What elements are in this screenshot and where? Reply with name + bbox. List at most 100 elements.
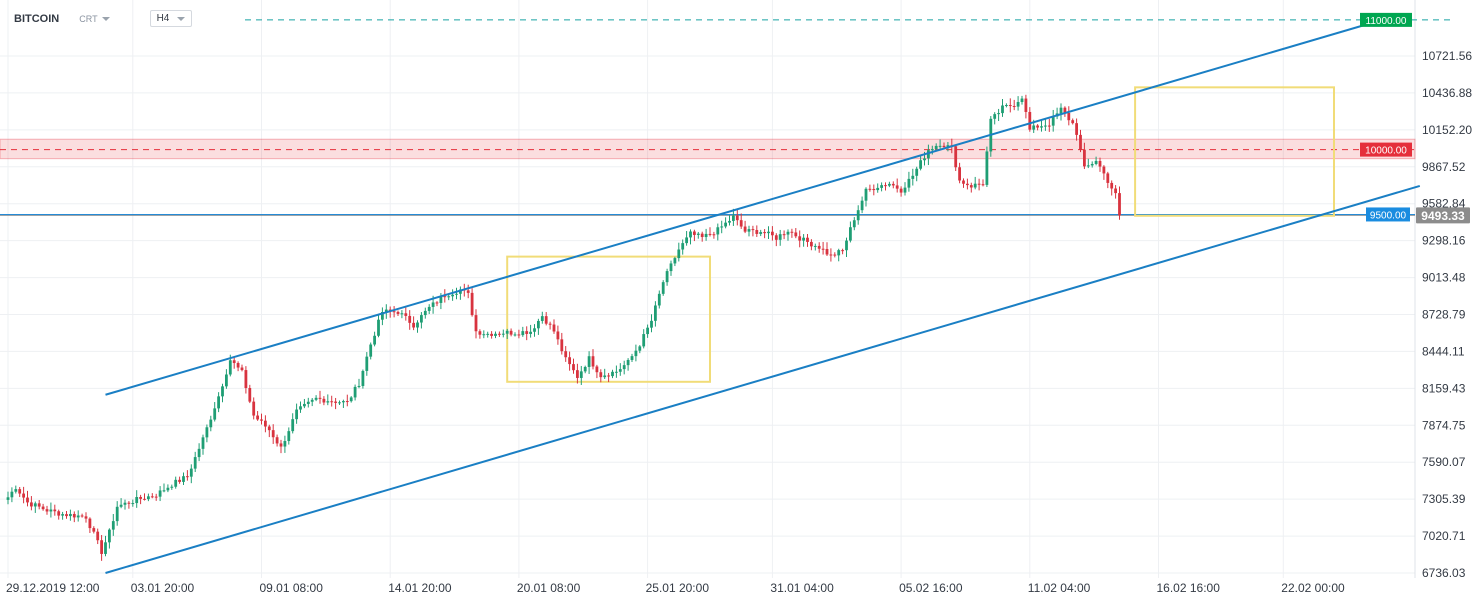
candle-up xyxy=(849,227,852,241)
candle-up xyxy=(919,160,922,169)
symbol-type-label: CRT xyxy=(79,13,98,24)
candle-down xyxy=(962,180,965,184)
candle-down xyxy=(139,497,142,499)
candle-down xyxy=(1028,111,1032,130)
candle-down xyxy=(841,250,844,252)
candle-up xyxy=(946,145,950,148)
candle-up xyxy=(1094,160,1098,164)
candle-up xyxy=(147,496,150,500)
candle-up xyxy=(533,328,536,332)
time-tick-label: 25.01 20:00 xyxy=(646,581,710,595)
current-price-tag xyxy=(1416,207,1470,224)
candle-up xyxy=(505,330,509,334)
price-tick-label: 7305.39 xyxy=(1422,492,1466,506)
candle-up xyxy=(716,227,720,235)
candle-up xyxy=(1040,126,1043,128)
candle-up xyxy=(1044,125,1047,127)
candle-up xyxy=(400,313,404,315)
candle-down xyxy=(884,185,887,187)
candle-down xyxy=(88,518,92,529)
price-tick-label: 7590.07 xyxy=(1422,455,1466,469)
candle-down xyxy=(264,420,267,427)
candle-down xyxy=(969,185,973,188)
candle-down xyxy=(829,254,833,256)
candle-down xyxy=(548,323,552,325)
candle-up xyxy=(650,320,653,328)
candle-up xyxy=(69,513,72,517)
candle-up xyxy=(49,509,53,512)
candle-down xyxy=(1036,125,1039,128)
chart-toolbar: BITCOIN CRT H4 xyxy=(14,10,193,27)
candle-up xyxy=(310,399,314,402)
candle-up xyxy=(357,385,361,387)
candle-down xyxy=(18,489,22,494)
candle-down xyxy=(392,311,396,313)
candle-up xyxy=(638,346,642,351)
price-tick-label: 7874.75 xyxy=(1422,418,1466,432)
candle-up xyxy=(938,145,942,147)
candle-up xyxy=(447,296,451,298)
candle-down xyxy=(267,426,271,431)
candle-up xyxy=(486,333,490,335)
candle-down xyxy=(693,231,696,235)
candle-down xyxy=(700,233,704,238)
price-tick-label: 7020.71 xyxy=(1422,529,1466,543)
candle-down xyxy=(345,401,349,403)
candle-down xyxy=(954,146,958,168)
level-price-tag xyxy=(1360,142,1412,157)
candle-up xyxy=(104,542,107,554)
candle-down xyxy=(564,351,568,358)
candle-up xyxy=(201,437,205,449)
candle-down xyxy=(252,401,256,416)
price-tick-label: 10436.88 xyxy=(1422,86,1472,100)
candle-up xyxy=(934,145,938,150)
candle-up xyxy=(225,374,228,387)
candle-up xyxy=(299,406,302,410)
candle-up xyxy=(615,371,618,373)
candle-down xyxy=(1071,120,1075,124)
candle-down xyxy=(178,479,181,482)
candle-down xyxy=(771,231,774,236)
candle-down xyxy=(517,334,521,336)
candle-down xyxy=(525,331,529,334)
candle-up xyxy=(876,187,880,191)
candle-down xyxy=(599,372,603,378)
candle-up xyxy=(108,529,111,543)
candle-up xyxy=(420,315,423,323)
candle-up xyxy=(681,243,685,250)
candle-down xyxy=(127,502,131,504)
candle-down xyxy=(244,370,248,389)
price-tick-label: 8444.11 xyxy=(1422,344,1465,358)
candle-up xyxy=(677,249,681,259)
time-tick-label: 20.01 08:00 xyxy=(517,581,581,595)
candle-up xyxy=(860,200,864,211)
time-tick-label: 03.01 20:00 xyxy=(131,581,195,595)
candle-down xyxy=(794,232,798,237)
symbol-name[interactable]: BITCOIN xyxy=(14,12,60,25)
candle-down xyxy=(1024,98,1028,112)
candle-up xyxy=(119,504,123,507)
timeframe-select[interactable]: H4 xyxy=(149,10,193,27)
candle-down xyxy=(404,313,408,316)
price-tick-label: 6736.03 xyxy=(1422,566,1466,580)
candle-up xyxy=(930,149,934,151)
candle-down xyxy=(895,185,899,189)
candle-down xyxy=(41,506,45,510)
candle-up xyxy=(646,327,649,335)
candle-down xyxy=(330,401,334,403)
candle-up xyxy=(135,497,139,504)
candle-up xyxy=(349,397,353,402)
candle-up xyxy=(361,370,365,386)
candle-down xyxy=(143,498,146,500)
candle-up xyxy=(911,175,915,179)
level-price-tag-text: 11000.00 xyxy=(1366,16,1407,27)
candle-up xyxy=(673,258,677,264)
symbol-type-dropdown[interactable]: CRT xyxy=(79,13,110,24)
channel-upper-line xyxy=(105,19,1382,396)
candle-down xyxy=(84,516,88,519)
candle-down xyxy=(248,388,252,402)
time-tick-label: 11.02 04:00 xyxy=(1028,581,1091,595)
candle-down xyxy=(22,493,25,498)
candle-down xyxy=(868,188,872,190)
